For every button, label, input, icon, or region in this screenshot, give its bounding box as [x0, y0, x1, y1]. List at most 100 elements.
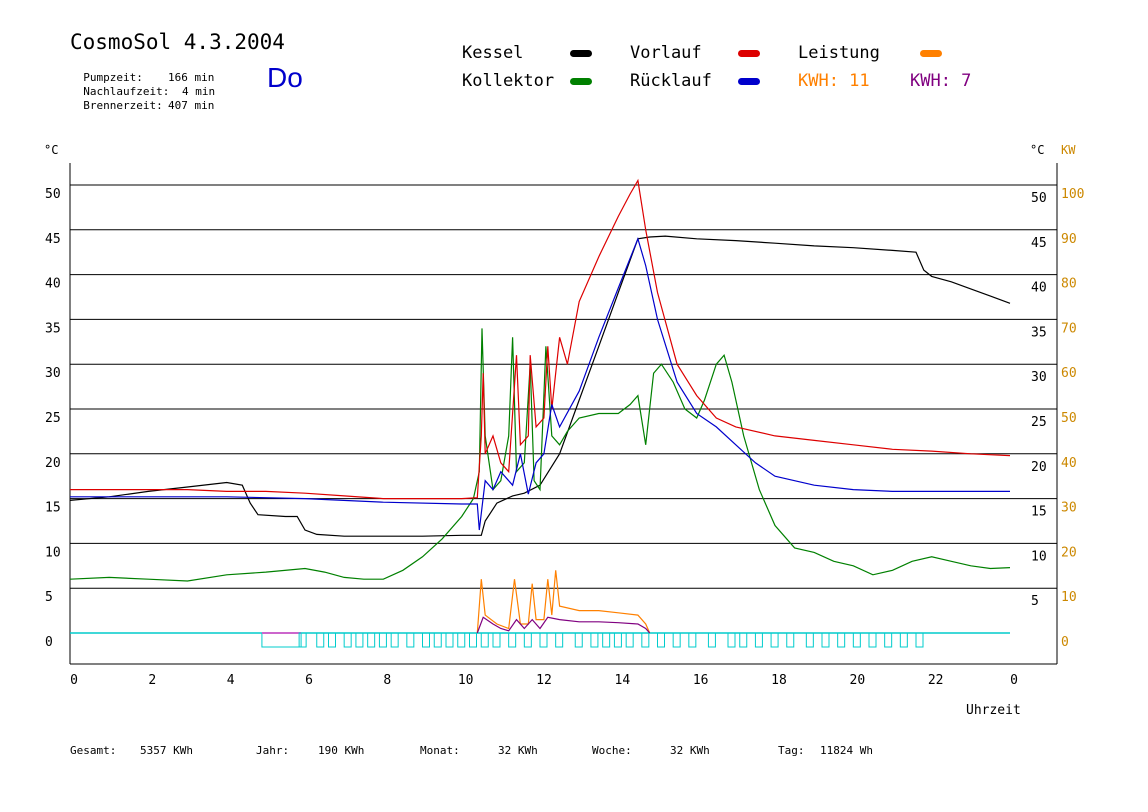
y-axis-unit-left: °C	[44, 143, 58, 157]
status-box	[378, 632, 387, 648]
stat-value: 4 min	[182, 85, 216, 98]
status-box	[574, 632, 583, 648]
status-box	[433, 632, 442, 648]
footer-tag-value: 11824 Wh	[820, 744, 873, 757]
y2-tick-label: 70	[1061, 321, 1077, 336]
stat-label: Brennerzeit:	[83, 99, 163, 112]
status-box	[915, 632, 924, 648]
stat-value: 407 min	[168, 99, 215, 112]
y-right-tick-label: 40	[1031, 281, 1047, 296]
y-right-tick-label: 50	[1031, 191, 1047, 206]
y2-tick-label: 90	[1061, 232, 1077, 247]
y-tick-label: 50	[45, 187, 61, 202]
y-tick-label: 5	[45, 590, 53, 605]
stat-pumpzeit: Pumpzeit: 166 min	[70, 58, 220, 84]
y2-tick-label: 80	[1061, 277, 1077, 292]
y2-tick-label: 0	[1061, 635, 1069, 650]
footer-jahr-value: 190 KWh	[318, 744, 365, 757]
status-box	[602, 632, 611, 648]
status-box	[868, 632, 877, 648]
y-right-tick-label: 10	[1031, 549, 1047, 564]
app-title: CosmoSol 4.3.2004	[70, 30, 285, 54]
chart-axes: 0510152025303540455051015202530354045500…	[45, 163, 1084, 688]
y-right-tick-label: 20	[1031, 460, 1047, 475]
y2-tick-label: 20	[1061, 545, 1077, 560]
status-box	[316, 632, 325, 648]
series-line-kessel	[69, 235, 1011, 537]
legend-ruecklauf-label: Rücklauf	[630, 71, 712, 91]
x-axis-label: Uhrzeit	[966, 703, 1021, 718]
status-box	[555, 632, 564, 648]
x-tick-label: 22	[928, 673, 944, 688]
x-tick-label: 2	[148, 673, 156, 688]
series-line-kollektor	[69, 328, 1011, 582]
status-box	[445, 632, 454, 648]
status-box	[641, 632, 650, 648]
y-tick-label: 10	[45, 545, 61, 560]
status-box	[523, 632, 532, 648]
y-right-tick-label: 35	[1031, 325, 1047, 340]
x-tick-label: 0	[1010, 673, 1018, 688]
y-right-tick-label: 45	[1031, 236, 1047, 251]
footer-gesamt-label: Gesamt:	[70, 744, 117, 757]
y2-tick-label: 60	[1061, 366, 1077, 381]
status-box	[457, 632, 466, 648]
y-tick-label: 20	[45, 456, 61, 471]
x-tick-label: 0	[70, 673, 78, 688]
footer-woche-label: Woche:	[592, 744, 632, 757]
y-axis-unit-right: °C	[1030, 143, 1044, 157]
stat-brennerzeit: Brennerzeit: 407 min	[70, 86, 220, 112]
x-tick-label: 8	[383, 673, 391, 688]
status-box	[899, 632, 908, 648]
status-box	[852, 632, 861, 648]
stat-label: Nachlaufzeit:	[83, 85, 170, 98]
legend-kollektor-swatch	[570, 78, 592, 85]
series-line-rcklauf	[70, 236, 1010, 531]
status-box	[688, 632, 697, 648]
legend-kessel-label: Kessel	[462, 43, 524, 63]
status-box	[480, 632, 489, 648]
y-right-tick-label: 5	[1031, 594, 1039, 609]
legend-vorlauf-swatch	[738, 50, 760, 57]
status-box	[770, 632, 779, 648]
y-right-tick-label: 25	[1031, 415, 1047, 430]
status-box	[884, 632, 893, 648]
status-box	[298, 632, 307, 648]
status-box	[625, 632, 634, 648]
status-box	[657, 632, 665, 648]
status-box	[786, 632, 795, 648]
y2-tick-label: 10	[1061, 590, 1077, 605]
x-tick-label: 4	[227, 673, 235, 688]
status-box	[837, 632, 846, 648]
status-box	[707, 632, 716, 648]
power-series	[476, 570, 651, 634]
legend-leistung-swatch	[920, 50, 942, 57]
y-tick-label: 15	[45, 501, 61, 516]
legend-ruecklauf-swatch	[738, 78, 760, 85]
legend-leistung-label: Leistung	[798, 43, 880, 63]
power-line	[476, 616, 651, 634]
status-box	[390, 632, 399, 648]
y-tick-label: 30	[45, 366, 61, 381]
legend-vorlauf-label: Vorlauf	[630, 43, 702, 63]
y2-tick-label: 100	[1061, 187, 1084, 202]
status-box	[422, 632, 430, 648]
status-box	[727, 632, 736, 648]
status-box	[613, 632, 622, 648]
status-box	[739, 632, 748, 648]
x-tick-label: 20	[850, 673, 866, 688]
status-box	[805, 632, 814, 648]
legend-kwh-orange: KWH: 11	[798, 71, 870, 91]
status-box	[406, 632, 415, 648]
status-box	[539, 632, 548, 648]
footer-jahr-label: Jahr:	[256, 744, 290, 757]
x-tick-label: 12	[536, 673, 552, 688]
status-box	[508, 632, 517, 648]
y-tick-label: 45	[45, 232, 61, 247]
status-box	[492, 632, 501, 648]
footer-monat-label: Monat:	[420, 744, 460, 757]
x-tick-label: 10	[458, 673, 474, 688]
status-box	[821, 632, 830, 648]
y-right-tick-label: 30	[1031, 370, 1047, 385]
